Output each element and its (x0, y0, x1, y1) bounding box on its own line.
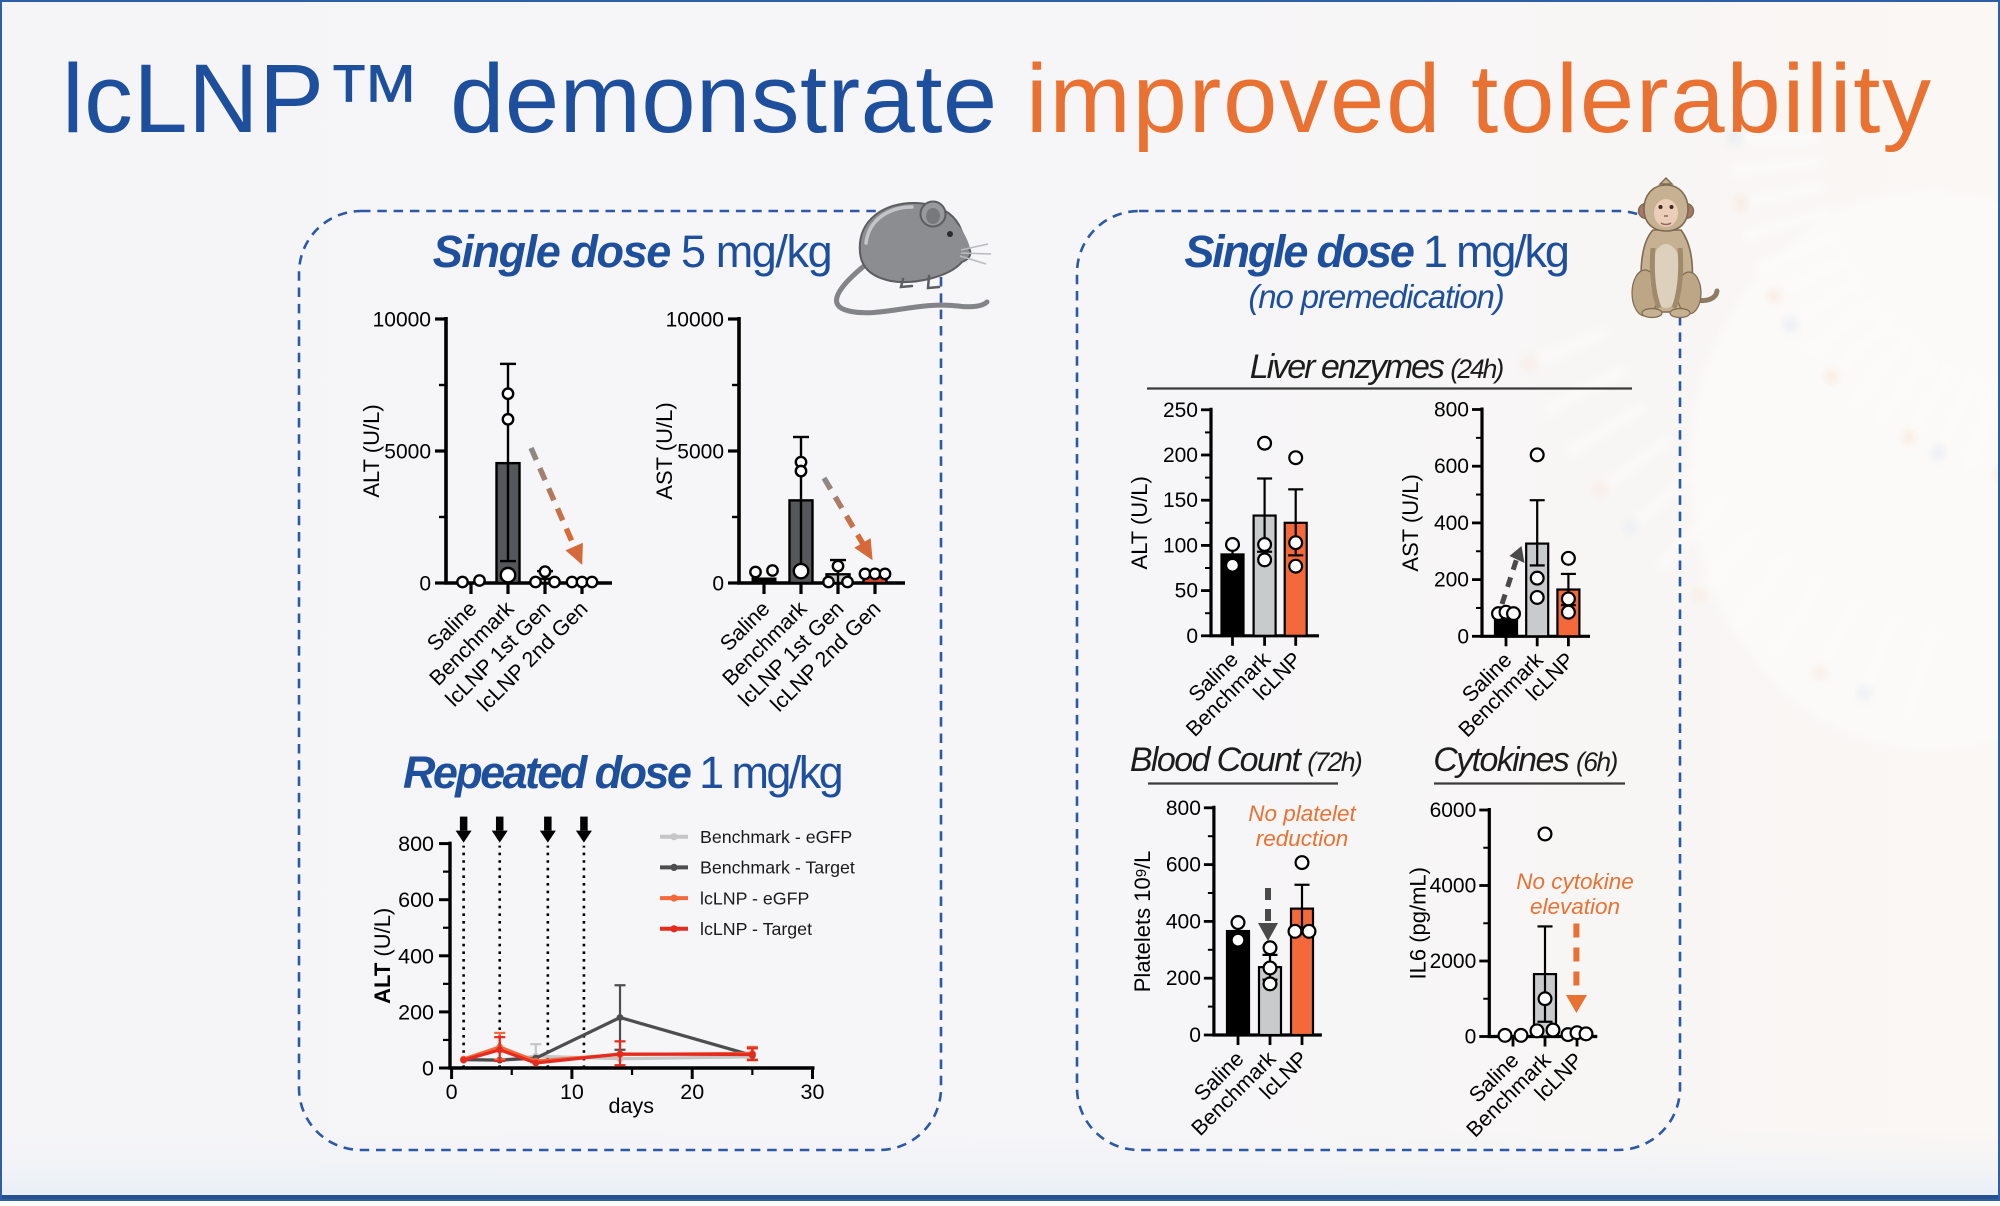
svg-text:No cytokine: No cytokine (1516, 869, 1634, 894)
svg-text:Blood Count (72h): Blood Count (72h) (1130, 741, 1362, 779)
svg-text:200: 200 (1163, 444, 1198, 467)
svg-text:reduction: reduction (1256, 826, 1349, 851)
svg-text:No platelet: No platelet (1248, 801, 1357, 826)
svg-text:0: 0 (446, 1080, 458, 1104)
svg-text:600: 600 (1434, 455, 1469, 478)
svg-text:Benchmark - eGFP: Benchmark - eGFP (700, 827, 852, 847)
svg-text:0: 0 (419, 573, 431, 596)
svg-text:50: 50 (1175, 580, 1198, 603)
svg-text:(no premedication): (no premedication) (1248, 278, 1503, 315)
svg-text:0: 0 (1186, 625, 1198, 648)
svg-text:10000: 10000 (666, 309, 724, 332)
svg-text:800: 800 (1434, 399, 1469, 422)
svg-text:AST (U/L): AST (U/L) (1398, 474, 1423, 571)
svg-text:400: 400 (1434, 512, 1469, 535)
svg-text:400: 400 (398, 944, 434, 968)
svg-text:0: 0 (712, 573, 724, 596)
svg-text:Liver enzymes (24h): Liver enzymes (24h) (1250, 348, 1504, 386)
svg-text:5000: 5000 (384, 441, 431, 464)
svg-text:5000: 5000 (677, 441, 724, 464)
svg-text:10000: 10000 (373, 309, 431, 332)
svg-text:elevation: elevation (1530, 894, 1620, 919)
svg-text:Repeated dose 1 mg/kg: Repeated dose 1 mg/kg (403, 747, 842, 798)
svg-text:Single dose 5 mg/kg: Single dose 5 mg/kg (433, 226, 832, 277)
svg-text:200: 200 (1434, 569, 1469, 592)
svg-text:30: 30 (801, 1080, 825, 1104)
svg-text:100: 100 (1163, 534, 1198, 557)
svg-text:0: 0 (1189, 1024, 1201, 1047)
svg-text:ALT (U/L): ALT (U/L) (1127, 476, 1152, 569)
svg-text:600: 600 (398, 888, 434, 912)
svg-text:6000: 6000 (1430, 799, 1477, 822)
svg-text:150: 150 (1163, 489, 1198, 512)
svg-text:400: 400 (1166, 910, 1201, 933)
svg-text:Benchmark - Target: Benchmark - Target (700, 858, 855, 878)
svg-text:lcLNP - eGFP: lcLNP - eGFP (700, 888, 809, 908)
svg-text:0: 0 (1457, 625, 1469, 648)
svg-text:lcLNP - Target: lcLNP - Target (700, 919, 812, 939)
svg-text:Single dose 1 mg/kg: Single dose 1 mg/kg (1184, 226, 1568, 277)
svg-text:4000: 4000 (1430, 875, 1477, 898)
svg-text:AST (U/L): AST (U/L) (652, 402, 677, 499)
svg-text:improved tolerability: improved tolerability (1026, 44, 1933, 153)
svg-text:200: 200 (398, 1000, 434, 1024)
svg-text:2000: 2000 (1430, 950, 1477, 973)
svg-text:800: 800 (1166, 797, 1201, 820)
svg-text:800: 800 (398, 832, 434, 856)
svg-text:days: days (609, 1094, 654, 1118)
svg-text:ALT (U/L): ALT (U/L) (370, 908, 395, 1004)
svg-text:10: 10 (560, 1080, 584, 1104)
svg-text:600: 600 (1166, 854, 1201, 877)
svg-text:0: 0 (1465, 1026, 1477, 1049)
svg-text:lcLNP™ demonstrate: lcLNP™ demonstrate (62, 44, 998, 153)
svg-text:250: 250 (1163, 399, 1198, 422)
svg-text:Cytokines (6h): Cytokines (6h) (1433, 741, 1617, 779)
svg-text:200: 200 (1166, 967, 1201, 990)
svg-text:0: 0 (422, 1057, 434, 1081)
svg-text:20: 20 (680, 1080, 704, 1104)
svg-text:ALT (U/L): ALT (U/L) (359, 404, 384, 497)
svg-text:IL6 (pg/mL): IL6 (pg/mL) (1405, 867, 1430, 980)
